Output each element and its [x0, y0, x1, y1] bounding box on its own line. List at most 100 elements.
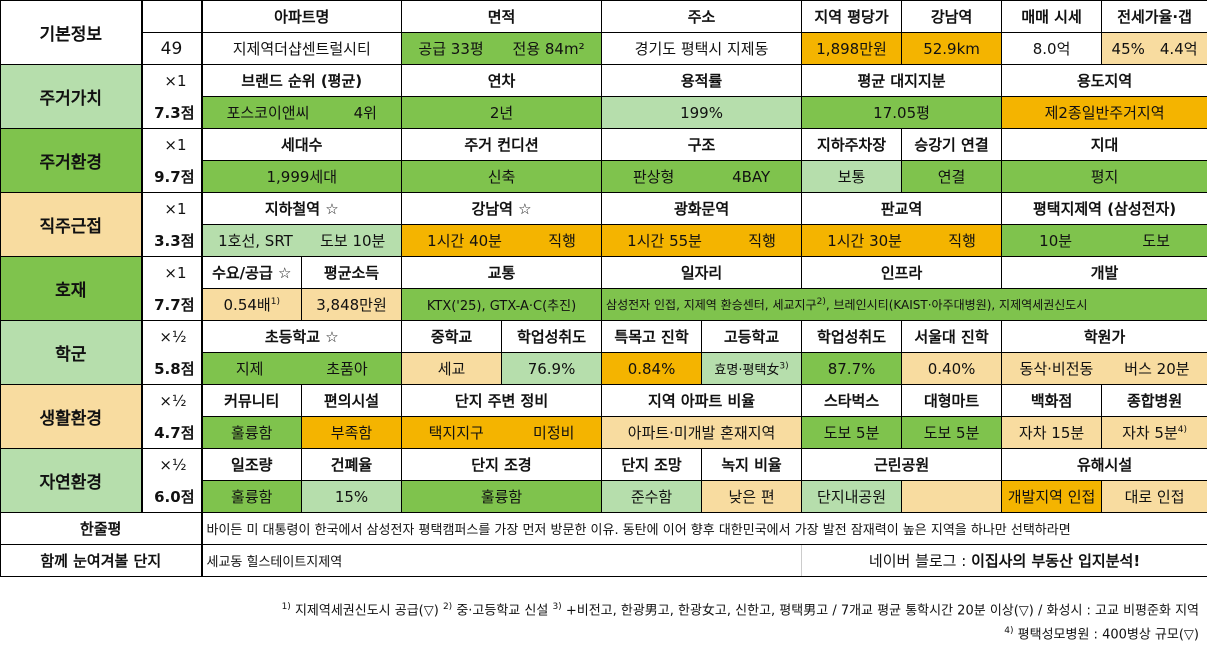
blog-name: 이집사의 부동산 입지분석! [971, 552, 1140, 570]
related-row: 함께 눈여겨볼 단지 세교동 힐스테이트지제역 네이버 블로그 : 이집사의 부… [1, 545, 1207, 577]
header-landscape: 단지 조경 [402, 449, 602, 481]
housing-value-mult: ×1 [142, 65, 202, 97]
header-structure: 구조 [602, 129, 802, 161]
header-address: 주소 [602, 1, 802, 33]
park-empty [902, 481, 1002, 513]
jobs-infra-dev: 삼성전자 인접, 지제역 환승센터, 세교지구2), 브레인시티(KAIST·아… [602, 289, 1207, 321]
subway-walk: 도보 10분 [320, 230, 385, 251]
development-mult: ×1 [142, 257, 202, 289]
header-park: 근린공원 [802, 449, 1002, 481]
middle-score: 76.9% [502, 353, 602, 385]
section-development: 호재 [1, 257, 142, 321]
header-green-ratio: 녹지 비율 [702, 449, 802, 481]
gwanghwamun-time: 1시간 55분 [627, 230, 702, 251]
address: 경기도 평택시 지제동 [602, 33, 802, 65]
development-score: 7.7점 [142, 289, 202, 321]
mart: 도보 5분 [902, 417, 1002, 449]
hazard: 개발지역 인접 [1002, 481, 1102, 513]
surroundings: 택지지구 [429, 422, 484, 443]
snu: 0.40% [902, 353, 1002, 385]
starbucks: 도보 5분 [802, 417, 902, 449]
fn2-text: 중·고등학교 신설 [452, 603, 552, 618]
blog-prefix: 네이버 블로그 : [869, 552, 971, 570]
terrain: 평지 [1002, 161, 1207, 193]
jobs-footnote-ref: 2) [817, 297, 826, 307]
green-ratio: 낮은 편 [702, 481, 802, 513]
commute-mult: ×1 [142, 193, 202, 225]
jeonse-rate: 45% [1112, 40, 1145, 58]
hospital-footnote-ref: 4) [1178, 425, 1187, 435]
elevator: 연결 [902, 161, 1002, 193]
age: 2년 [402, 97, 602, 129]
section-living-env: 생활환경 [1, 385, 142, 449]
sunlight: 훌륭함 [202, 481, 302, 513]
structure: 판상형 [633, 166, 674, 187]
header-surroundings: 단지 주변 정비 [402, 385, 602, 417]
header-apt-ratio: 지역 아파트 비율 [602, 385, 802, 417]
development-row: 7.7점 0.54배1) 3,848만원 KTX('25), GTX-A·C(추… [1, 289, 1207, 321]
housing-env-header-row: 주거환경 ×1 세대수 주거 컨디션 구조 지하주차장 승강기 연결 지대 [1, 129, 1207, 161]
header-hospital: 종합병원 [1102, 385, 1207, 417]
fn3-mark: 3) [552, 602, 561, 612]
view: 준수함 [602, 481, 702, 513]
parking: 보통 [802, 161, 902, 193]
apartment-analysis-table: 기본정보 아파트명 면적 주소 지역 평당가 강남역 매매 시세 전세가율·갭 … [0, 0, 1207, 577]
fn4-mark: 4) [1004, 626, 1013, 636]
hospital-cell: 자차 5분4) [1102, 417, 1207, 449]
header-dept-store: 백화점 [1002, 385, 1102, 417]
header-jobs: 일자리 [602, 257, 802, 289]
header-gangnam-station: 강남역 ☆ [402, 193, 602, 225]
households: 1,999세대 [202, 161, 402, 193]
header-gwanghwamun: 광화문역 [602, 193, 802, 225]
special-hs: 0.84% [602, 353, 702, 385]
apt-id: 49 [142, 33, 202, 65]
convenience: 부족함 [302, 417, 402, 449]
community: 훌륭함 [202, 417, 302, 449]
header-middle: 중학교 [402, 321, 502, 353]
header-subway: 지하철역 ☆ [202, 193, 402, 225]
section-nature-env: 자연환경 [1, 449, 142, 513]
high-footnote-ref: 3) [779, 362, 788, 372]
supply-footnote-ref: 1) [271, 297, 280, 307]
housing-value-score: 7.3점 [142, 97, 202, 129]
jije-type: 도보 [1142, 230, 1170, 251]
jobs-infra-dev-text: 삼성전자 인접, 지제역 환승센터, 세교지구 [606, 298, 817, 312]
header-convenience: 편의시설 [302, 385, 402, 417]
header-area: 면적 [402, 1, 602, 33]
header-price-per-pyeong: 지역 평당가 [802, 1, 902, 33]
related-text: 세교동 힐스테이트지제역 [202, 545, 802, 577]
area-supply: 공급 33평 [418, 38, 483, 59]
housing-value-header-row: 주거가치 ×1 브랜드 순위 (평균) 연차 용적률 평균 대지지분 용도지역 [1, 65, 1207, 97]
gwanghwamun-type: 직행 [748, 230, 776, 251]
info-header-row: 기본정보 아파트명 면적 주소 지역 평당가 강남역 매매 시세 전세가율·갭 [1, 1, 1207, 33]
structure-cell: 판상형 4BAY [602, 161, 802, 193]
price-per-pyeong: 1,898만원 [802, 33, 902, 65]
housing-env-mult: ×1 [142, 129, 202, 161]
header-high-score: 학업성취도 [802, 321, 902, 353]
header-far: 용적률 [602, 65, 802, 97]
bcr: 15% [302, 481, 402, 513]
header-income: 평균소득 [302, 257, 402, 289]
bay: 4BAY [732, 168, 770, 186]
school-header-row: 학군 ×½ 초등학교 ☆ 중학교 학업성취도 특목고 진학 고등학교 학업성취도… [1, 321, 1207, 353]
header-hazard: 유해시설 [1002, 449, 1207, 481]
header-elevator: 승강기 연결 [902, 129, 1002, 161]
pangyo-time: 1시간 30분 [827, 230, 902, 251]
header-infra: 인프라 [802, 257, 1002, 289]
fn3-text: +비전고, 한광男고, 한광女고, 신한고, 평택男고 / 7개교 평균 통학시… [562, 603, 1199, 618]
header-snu: 서울대 진학 [902, 321, 1002, 353]
section-school: 학군 [1, 321, 142, 385]
living-env-header-row: 생활환경 ×½ 커뮤니티 편의시설 단지 주변 정비 지역 아파트 비율 스타벅… [1, 385, 1207, 417]
header-households: 세대수 [202, 129, 402, 161]
